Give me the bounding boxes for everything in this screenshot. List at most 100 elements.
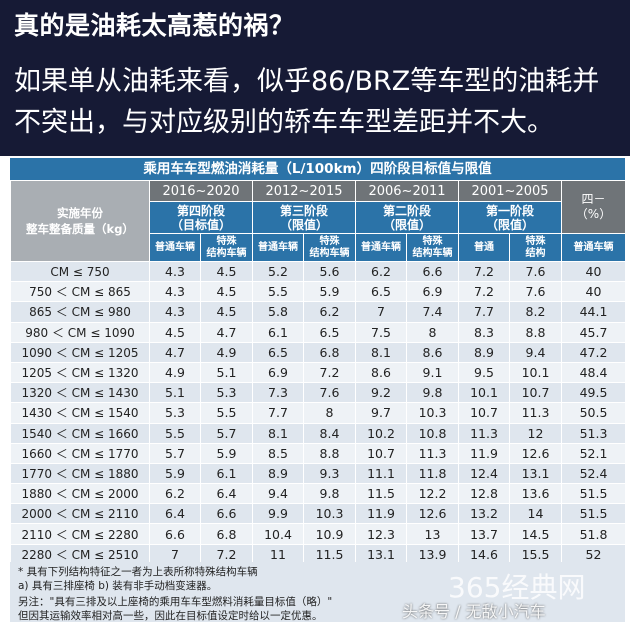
value-cell: 9.7 bbox=[355, 402, 407, 424]
pct-line-1: 四－ bbox=[581, 192, 606, 206]
value-cell: 5.1 bbox=[200, 361, 253, 384]
table-row: 1880 ＜ CM ≤ 2000 6.2 6.4 9.4 9.8 11.5 12.2 12.8… bbox=[10, 483, 626, 505]
corner-line-2: 整车整备质量（kg） bbox=[26, 222, 134, 236]
value-cell: 12.8 bbox=[458, 483, 510, 505]
value-cell: 4.9 bbox=[149, 361, 201, 384]
value-cell: 52.1 bbox=[561, 442, 626, 464]
value-cell: 4.3 bbox=[149, 281, 201, 303]
value-cell: 13 bbox=[406, 523, 459, 545]
value-cell: 7.6 bbox=[303, 382, 356, 404]
table-row: 1540 ＜ CM ≤ 1660 5.5 5.7 8.1 8.4 10.2 10.8 11.3… bbox=[10, 422, 626, 444]
corner-header: 实施年份 整车整备质量（kg） bbox=[10, 180, 150, 262]
mass-range-cell: 2280 ＜ CM ≤ 2510 bbox=[10, 543, 150, 565]
stage-name: 第二阶段 bbox=[382, 203, 431, 218]
value-cell: 7 bbox=[355, 301, 407, 323]
value-cell: 4.3 bbox=[149, 301, 201, 323]
value-cell: 9.1 bbox=[406, 361, 459, 384]
value-cell: 13.6 bbox=[509, 483, 562, 505]
value-cell: 6.6 bbox=[406, 260, 459, 283]
value-cell: 7.6 bbox=[509, 281, 562, 303]
value-cell: 9.8 bbox=[406, 382, 459, 404]
value-cell: 6.5 bbox=[303, 321, 356, 343]
value-cell: 5.5 bbox=[252, 281, 304, 303]
value-cell: 8 bbox=[406, 321, 459, 343]
value-cell: 12.2 bbox=[406, 483, 459, 505]
value-cell: 4.3 bbox=[149, 260, 201, 283]
value-cell: 12.6 bbox=[406, 503, 459, 525]
value-cell: 40 bbox=[561, 281, 626, 303]
value-cell: 12.3 bbox=[355, 523, 407, 545]
value-cell: 9.4 bbox=[252, 483, 304, 505]
value-cell: 10.7 bbox=[355, 442, 407, 464]
value-cell: 8.1 bbox=[355, 341, 407, 363]
value-cell: 8.4 bbox=[303, 422, 356, 444]
value-cell: 8.3 bbox=[458, 321, 510, 343]
stage-name: 第一阶段 bbox=[485, 203, 534, 218]
table-row: 1660 ＜ CM ≤ 1770 5.7 5.9 8.5 8.8 10.7 11.3 11.9… bbox=[10, 442, 626, 464]
value-cell: 10.7 bbox=[458, 402, 510, 424]
value-cell: 7.3 bbox=[252, 382, 304, 404]
value-cell: 12.4 bbox=[458, 462, 510, 485]
value-cell: 10.3 bbox=[406, 402, 459, 424]
value-cell: 11.3 bbox=[406, 442, 459, 464]
source-watermark: 头条号 / 无敌小汽车 bbox=[402, 602, 546, 621]
value-cell: 13.7 bbox=[458, 523, 510, 545]
value-cell: 5.9 bbox=[200, 442, 253, 464]
value-cell: 9.8 bbox=[303, 483, 356, 505]
value-cell: 6.8 bbox=[303, 341, 356, 363]
value-cell: 9.5 bbox=[458, 361, 510, 384]
table-row: 1430 ＜ CM ≤ 1540 5.3 5.5 7.7 8 9.7 10.3 10.7 11.… bbox=[10, 402, 626, 424]
value-cell: 6.8 bbox=[200, 523, 253, 545]
value-cell: 8.1 bbox=[252, 422, 304, 444]
value-cell: 8.8 bbox=[509, 321, 562, 343]
column-subheader: 特殊 结构车辆 bbox=[406, 233, 459, 262]
column-subheader: 普通车辆 bbox=[355, 233, 407, 262]
footnote-line: 另注："具有三排及以上座椅的乘用车车型燃料消耗量目标值（略）" bbox=[18, 596, 333, 608]
column-subheader: 普通车辆 bbox=[561, 233, 626, 262]
corner-line-1: 实施年份 bbox=[57, 206, 103, 220]
value-cell: 13.2 bbox=[458, 503, 510, 525]
table-row: 865 ＜ CM ≤ 980 4.3 4.5 5.8 6.2 7 7.4 7.7 8.2 44.1 bbox=[10, 301, 626, 323]
value-cell: 5.8 bbox=[252, 301, 304, 323]
value-cell: 13.1 bbox=[509, 462, 562, 485]
value-cell: 48.4 bbox=[561, 361, 626, 384]
subtitle-line-1: 如果单从油耗来看，似乎86/BRZ等车型的油耗并 bbox=[14, 66, 600, 97]
mass-range-cell: 1660 ＜ CM ≤ 1770 bbox=[10, 442, 150, 464]
value-cell: 6.1 bbox=[252, 321, 304, 343]
value-cell: 5.5 bbox=[200, 402, 253, 424]
stage-header: 第二阶段 （限值） bbox=[355, 201, 459, 234]
value-cell: 8.6 bbox=[355, 361, 407, 384]
value-cell: 50.5 bbox=[561, 402, 626, 424]
table-row: 1205 ＜ CM ≤ 1320 4.9 5.1 6.9 7.2 8.6 9.1 9.5 10.… bbox=[10, 361, 626, 384]
value-cell: 5.2 bbox=[252, 260, 304, 283]
value-cell: 10.1 bbox=[509, 361, 562, 384]
value-cell: 6.5 bbox=[252, 341, 304, 363]
value-cell: 11.9 bbox=[458, 442, 510, 464]
value-cell: 11.5 bbox=[303, 543, 356, 565]
value-cell: 6.2 bbox=[149, 483, 201, 505]
table-row: CM ≤ 750 4.3 4.5 5.2 5.6 6.2 6.6 7.2 7.6 40 bbox=[10, 260, 626, 283]
value-cell: 45.7 bbox=[561, 321, 626, 343]
value-cell: 5.5 bbox=[149, 422, 201, 444]
value-cell: 8.9 bbox=[458, 341, 510, 363]
page-title: 真的是油耗太高惹的祸？ bbox=[14, 11, 295, 40]
value-cell: 5.9 bbox=[303, 281, 356, 303]
header-banner: 真的是油耗太高惹的祸？ 如果单从油耗来看，似乎86/BRZ等车型的油耗并 不突出… bbox=[0, 0, 630, 156]
stage-name: 第四阶段 bbox=[176, 203, 225, 218]
year-header: 2001~2005 bbox=[458, 180, 562, 202]
table-row: 1090 ＜ CM ≤ 1205 4.7 4.9 6.5 6.8 8.1 8.6 8.9 9.4… bbox=[10, 341, 626, 363]
mass-range-cell: 1430 ＜ CM ≤ 1540 bbox=[10, 402, 150, 424]
mass-range-cell: 1880 ＜ CM ≤ 2000 bbox=[10, 483, 150, 505]
footnote-line: a) 具有三排座椅 b) 装有非手动档变速器。 bbox=[18, 580, 218, 592]
value-cell: 14.5 bbox=[509, 523, 562, 545]
value-cell: 10.3 bbox=[303, 503, 356, 525]
table-row: 980 ＜ CM ≤ 1090 4.5 4.7 6.1 6.5 7.5 8 8.3 8.8 45.… bbox=[10, 321, 626, 343]
fuel-consumption-table: 实施年份 整车整备质量（kg） 2016~2020 2012~2015 2006… bbox=[10, 180, 626, 586]
value-cell: 11.1 bbox=[355, 462, 407, 485]
stage-header: 第四阶段 （目标值） bbox=[149, 201, 253, 234]
table-row: 1320 ＜ CM ≤ 1430 5.1 5.3 7.3 7.6 9.2 9.8 10.1 10… bbox=[10, 382, 626, 404]
mass-range-cell: 2110 ＜ CM ≤ 2280 bbox=[10, 523, 150, 545]
value-cell: 5.6 bbox=[303, 260, 356, 283]
value-cell: 11.5 bbox=[355, 483, 407, 505]
value-cell: 11.9 bbox=[355, 503, 407, 525]
